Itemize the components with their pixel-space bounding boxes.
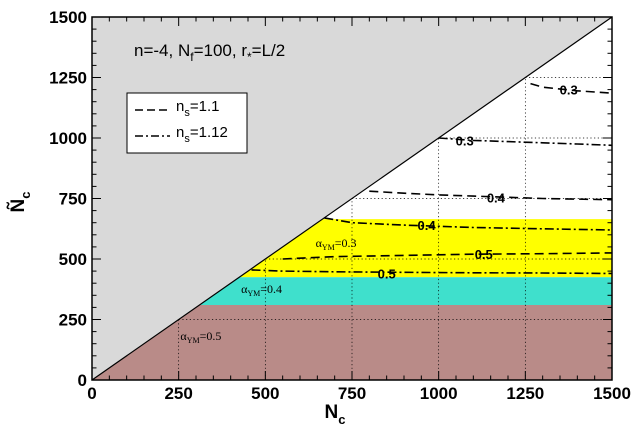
region-label-alpha-YM-0-3: αYM=0.3 bbox=[316, 236, 357, 252]
contour-line-ns-1-1-level-04 bbox=[369, 190, 613, 201]
diagonal-line bbox=[91, 16, 613, 381]
contour-label: 0.4 bbox=[417, 218, 436, 233]
chart-title: n=-4, Nf=100, r*=L/2 bbox=[134, 41, 285, 64]
region-alpha-YM-0-4 bbox=[199, 277, 612, 305]
contour-line-ns-1-1-level-05 bbox=[282, 252, 613, 260]
y-tick-label: 500 bbox=[59, 250, 87, 269]
y-tick-label: 1250 bbox=[49, 69, 87, 88]
contour-line-ns-1-12-level-04 bbox=[324, 217, 613, 231]
legend-label-dashdot: ns=1.12 bbox=[176, 124, 228, 145]
x-tick-label: 250 bbox=[164, 384, 192, 403]
region-label-alpha-YM-0-4: αYM=0.4 bbox=[241, 282, 282, 298]
y-tick-label: 250 bbox=[59, 311, 87, 330]
x-tick-label: 500 bbox=[251, 384, 279, 403]
x-tick-label: 0 bbox=[87, 384, 96, 403]
legend: ns=1.1 ns=1.12 bbox=[126, 92, 248, 154]
contour-line-ns-1-12-level-05 bbox=[251, 269, 613, 275]
y-tick-label: 1500 bbox=[49, 8, 87, 27]
x-axis-label: Nc bbox=[325, 402, 346, 426]
x-tick-label: 1250 bbox=[506, 384, 544, 403]
contour-label: 0.4 bbox=[487, 190, 506, 205]
y-tick-label: 750 bbox=[59, 190, 87, 209]
contour-label: 0.3 bbox=[560, 83, 578, 98]
svg-text:Ñc: Ñc bbox=[7, 192, 33, 213]
y-tick-label: 1000 bbox=[49, 129, 87, 148]
contour-line-ns-1-12-level-03 bbox=[438, 137, 613, 147]
region-label-alpha-YM-0-5: αYM=0.5 bbox=[180, 329, 221, 345]
region-alpha-YM-0-3 bbox=[239, 219, 613, 278]
x-tick-label: 750 bbox=[338, 384, 366, 403]
contour-label: 0.5 bbox=[475, 247, 493, 262]
x-tick-label: 1000 bbox=[420, 384, 458, 403]
y-tick-label: 0 bbox=[78, 371, 87, 390]
y-axis-label: Ñc bbox=[7, 192, 33, 213]
contour-line-ns-1-1-level-03 bbox=[530, 82, 613, 94]
plot-area: 0.5 0.5 0.4 0.4 0.3 0.3 αYM=0.5 αYM=0.4 αYM=0.3 0… bbox=[49, 8, 631, 403]
legend-box bbox=[126, 92, 248, 154]
contour-label: 0.3 bbox=[456, 133, 474, 148]
x-tick-label: 1500 bbox=[593, 384, 631, 403]
contour-label: 0.5 bbox=[378, 267, 396, 282]
legend-label-dashed: ns=1.1 bbox=[176, 98, 219, 119]
